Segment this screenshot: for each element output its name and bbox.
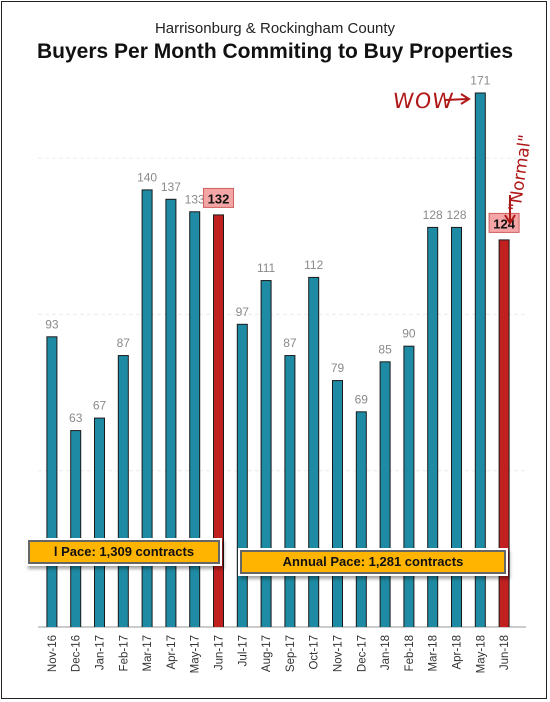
wow-annotation: WOW <box>391 89 456 113</box>
x-tick-Jun-18: Jun-18 <box>499 635 511 670</box>
data-label-Jul-17: 97 <box>236 305 250 319</box>
data-label-Feb-18: 90 <box>402 327 416 341</box>
bar-May-17 <box>190 212 200 627</box>
data-label-Dec-17: 69 <box>355 392 369 406</box>
annotation-arrows <box>444 93 516 225</box>
x-tick-May-17: May-17 <box>190 635 202 673</box>
data-label-Sep-17: 87 <box>283 336 297 350</box>
bar-Feb-17 <box>118 356 128 627</box>
bar-Jan-18 <box>380 362 390 627</box>
bar-Sep-17 <box>285 356 295 627</box>
data-label-box-Jun-17 <box>203 187 234 208</box>
chart-subtitle: Harrisonburg & Rockingham County <box>154 20 396 37</box>
bar-Aug-17 <box>261 281 271 627</box>
x-tick-Sep-17: Sep-17 <box>285 635 297 672</box>
wow-arrow-head <box>460 93 471 105</box>
data-label-Apr-18: 128 <box>446 208 466 222</box>
annual-pace-box-2017: l Pace: 1,309 contracts <box>28 540 220 564</box>
bar-Mar-18 <box>428 227 438 627</box>
bar-Jun-18 <box>499 240 509 627</box>
x-tick-Aug-17: Aug-17 <box>261 635 273 672</box>
normal-arrow-head <box>504 214 516 225</box>
bar-Apr-17 <box>166 199 176 627</box>
data-label-Mar-18: 128 <box>423 208 443 222</box>
data-label-Nov-17: 79 <box>331 361 345 375</box>
annual-pace-box-2018: Annual Pace: 1,281 contracts <box>240 550 506 574</box>
bar-Oct-17 <box>309 277 319 627</box>
data-label-box-Jun-18 <box>488 212 520 233</box>
x-tick-Apr-17: Apr-17 <box>166 635 178 670</box>
wow-arrow-line <box>444 98 469 101</box>
bar-Nov-17 <box>333 381 342 627</box>
data-label-Jun-17: 132 <box>208 191 230 206</box>
bar-May-18 <box>475 93 485 627</box>
x-tick-Apr-18: Apr-18 <box>452 635 464 670</box>
data-label-Nov-16: 93 <box>45 317 59 331</box>
chart-title: Buyers Per Month Commiting to Buy Proper… <box>36 40 514 63</box>
x-tick-Oct-17: Oct-17 <box>309 635 321 670</box>
x-tick-Mar-17: Mar-17 <box>142 635 154 671</box>
x-tick-Jan-18: Jan-18 <box>380 635 392 670</box>
data-labels: 93 63 67 87 140 137 133 132 97 111 87 112 79 69 85 90 12… <box>45 74 520 425</box>
bar-Jan-17 <box>95 418 104 627</box>
x-tick-Jan-17: Jan-17 <box>95 635 107 670</box>
data-label-Jan-17: 67 <box>93 399 107 413</box>
bar-Dec-16 <box>71 431 81 627</box>
bar-Mar-17 <box>142 190 152 627</box>
data-label-Dec-16: 63 <box>69 411 83 425</box>
bar-Feb-18 <box>404 346 414 627</box>
bar-Jul-17 <box>237 324 247 627</box>
bar-Nov-16 <box>47 337 57 627</box>
data-label-Jan-18: 85 <box>378 342 392 356</box>
bar-Jun-17 <box>214 215 223 628</box>
x-tick-Feb-17: Feb-17 <box>118 635 130 671</box>
x-tick-labels: Nov-16 Dec-16 Jan-17 Feb-17 Mar-17 Apr-17 May-… <box>47 635 511 673</box>
x-tick-Nov-17: Nov-17 <box>333 635 345 672</box>
x-tick-Mar-18: Mar-18 <box>428 635 440 671</box>
data-label-Aug-17: 111 <box>257 261 276 275</box>
data-label-Feb-17: 87 <box>117 336 131 350</box>
x-tick-Nov-16: Nov-16 <box>47 635 59 672</box>
bars <box>46 92 510 628</box>
data-label-Oct-17: 112 <box>304 258 323 272</box>
data-label-May-17: 133 <box>185 192 205 206</box>
x-tick-Jun-17: Jun-17 <box>214 635 226 670</box>
bar-Apr-18 <box>452 227 461 627</box>
x-tick-Dec-17: Dec-17 <box>356 635 368 672</box>
x-tick-Dec-16: Dec-16 <box>71 635 83 672</box>
data-label-May-18: 171 <box>470 74 490 88</box>
x-tick-Jul-17: Jul-17 <box>237 635 249 666</box>
x-tick-May-18: May-18 <box>475 635 487 673</box>
data-label-Apr-17: 137 <box>161 180 181 194</box>
data-label-Mar-17: 140 <box>137 170 157 184</box>
bar-Dec-17 <box>356 412 366 627</box>
x-tick-Feb-18: Feb-18 <box>404 635 416 671</box>
